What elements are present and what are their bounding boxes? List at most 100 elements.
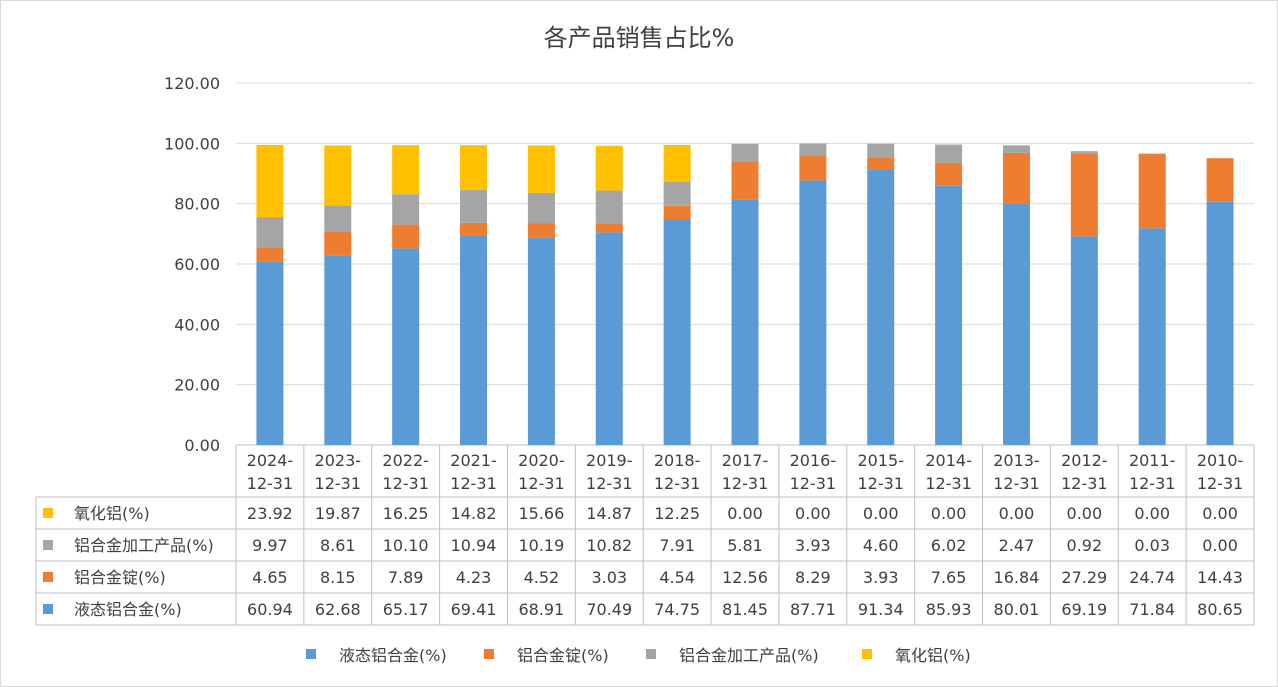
table-value: 4.65 bbox=[252, 568, 288, 587]
bar-segment bbox=[731, 199, 759, 445]
table-value: 3.03 bbox=[591, 568, 627, 587]
category-label: 2015- bbox=[857, 451, 904, 470]
table-value: 71.84 bbox=[1129, 600, 1175, 619]
bar-segment bbox=[935, 162, 963, 186]
table-value: 7.65 bbox=[931, 568, 967, 587]
table-value: 0.00 bbox=[999, 504, 1035, 523]
bar-segment bbox=[1138, 228, 1166, 445]
bar-segment bbox=[256, 217, 284, 248]
table-value: 0.00 bbox=[1067, 504, 1103, 523]
category-label: 12-31 bbox=[382, 474, 429, 493]
chart-title: 各产品销售占比% bbox=[544, 24, 735, 52]
y-axis-ticks: 0.00 20.00 40.00 60.00 80.00 100.00 120.00 bbox=[164, 74, 220, 455]
category-label: 2017- bbox=[722, 451, 769, 470]
bar-segment bbox=[1138, 153, 1166, 229]
table-value: 0.92 bbox=[1067, 536, 1103, 555]
bar-segment bbox=[663, 144, 691, 182]
table-value: 7.91 bbox=[659, 536, 695, 555]
bar-segment bbox=[392, 145, 420, 195]
bar-segment bbox=[392, 194, 420, 225]
table-value: 74.75 bbox=[654, 600, 700, 619]
bar-segment bbox=[663, 205, 691, 220]
legend-key bbox=[484, 649, 494, 659]
table-value: 0.00 bbox=[795, 504, 831, 523]
y-tick-label: 40.00 bbox=[174, 315, 220, 334]
table-value: 68.91 bbox=[518, 600, 564, 619]
bar-segment bbox=[1002, 152, 1030, 204]
bar-segment bbox=[799, 143, 827, 156]
table-value: 0.00 bbox=[1202, 536, 1238, 555]
bar-segment bbox=[867, 157, 895, 170]
category-label: 2020- bbox=[518, 451, 565, 470]
y-tick-label: 0.00 bbox=[184, 436, 220, 455]
bar-segment bbox=[731, 161, 759, 200]
table-value: 70.49 bbox=[586, 600, 632, 619]
table-legend-key bbox=[43, 508, 53, 518]
table-value: 8.15 bbox=[320, 568, 356, 587]
table-series-name: 液态铝合金(%) bbox=[74, 600, 182, 619]
bar-segment bbox=[460, 235, 488, 445]
bar-segment bbox=[527, 223, 555, 238]
y-tick-label: 20.00 bbox=[174, 376, 220, 395]
bar-segment bbox=[256, 261, 284, 445]
legend-label: 铝合金加工产品(%) bbox=[679, 646, 819, 665]
bar-segment bbox=[867, 169, 895, 445]
category-label: 12-31 bbox=[722, 474, 769, 493]
table-legend-key bbox=[43, 540, 53, 550]
bar-segment bbox=[935, 185, 963, 445]
table-value: 3.93 bbox=[795, 536, 831, 555]
table-value: 4.60 bbox=[863, 536, 899, 555]
table-value: 4.23 bbox=[456, 568, 492, 587]
table-value: 7.89 bbox=[388, 568, 424, 587]
bar-segment bbox=[935, 144, 963, 163]
category-label: 12-31 bbox=[315, 474, 362, 493]
table-value: 5.81 bbox=[727, 536, 763, 555]
table-value: 10.10 bbox=[383, 536, 429, 555]
table-value: 9.97 bbox=[252, 536, 288, 555]
table-value: 80.65 bbox=[1197, 600, 1243, 619]
table-value: 10.94 bbox=[451, 536, 497, 555]
table-value: 6.02 bbox=[931, 536, 967, 555]
table-value: 15.66 bbox=[518, 504, 564, 523]
table-value: 0.00 bbox=[863, 504, 899, 523]
table-value: 12.56 bbox=[722, 568, 768, 587]
bar-segment bbox=[324, 205, 352, 232]
bar-segment bbox=[1002, 203, 1030, 445]
bar-segment bbox=[1002, 145, 1030, 153]
bar-segment bbox=[527, 237, 555, 445]
category-label: 2016- bbox=[790, 451, 837, 470]
data-table: 2024- 12-31 2023- 12-31 2022- 12-31 2021- 12-31… bbox=[35, 445, 1255, 626]
bar-segment bbox=[1206, 201, 1234, 445]
category-label: 12-31 bbox=[1061, 474, 1108, 493]
table-value: 23.92 bbox=[247, 504, 293, 523]
category-label: 12-31 bbox=[654, 474, 701, 493]
table-value: 24.74 bbox=[1129, 568, 1175, 587]
table-value: 0.00 bbox=[931, 504, 967, 523]
y-tick-label: 100.00 bbox=[164, 134, 220, 153]
table-value: 60.94 bbox=[247, 600, 293, 619]
table-value: 19.87 bbox=[315, 504, 361, 523]
legend-label: 铝合金锭(%) bbox=[517, 646, 609, 665]
bar-segment bbox=[663, 219, 691, 445]
category-label: 12-31 bbox=[518, 474, 565, 493]
table-value: 14.43 bbox=[1197, 568, 1243, 587]
table-series-name: 铝合金锭(%) bbox=[74, 568, 166, 587]
table-series-name: 铝合金加工产品(%) bbox=[74, 536, 214, 555]
table-value: 12.25 bbox=[654, 504, 700, 523]
legend-key bbox=[862, 649, 872, 659]
table-value: 3.93 bbox=[863, 568, 899, 587]
bar-segment bbox=[1070, 153, 1098, 237]
table-value: 16.84 bbox=[994, 568, 1040, 587]
table-value: 87.71 bbox=[790, 600, 836, 619]
bar-segment bbox=[731, 143, 759, 162]
category-label: 12-31 bbox=[450, 474, 497, 493]
table-value: 0.00 bbox=[1202, 504, 1238, 523]
category-label: 2012- bbox=[1061, 451, 1108, 470]
table-value: 4.54 bbox=[659, 568, 695, 587]
table-value: 8.29 bbox=[795, 568, 831, 587]
table-value: 85.93 bbox=[926, 600, 972, 619]
table-value: 0.00 bbox=[1134, 504, 1170, 523]
category-label: 2021- bbox=[450, 451, 497, 470]
category-label: 12-31 bbox=[790, 474, 837, 493]
